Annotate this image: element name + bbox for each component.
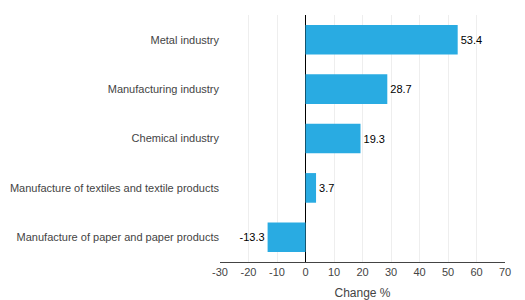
- svg-text:20: 20: [356, 266, 368, 278]
- svg-text:Manufacture of textiles and te: Manufacture of textiles and textile prod…: [10, 182, 220, 194]
- svg-text:53.4: 53.4: [461, 34, 482, 46]
- svg-text:-20: -20: [241, 266, 257, 278]
- svg-text:10: 10: [328, 266, 340, 278]
- svg-text:30: 30: [385, 266, 397, 278]
- svg-text:19.3: 19.3: [364, 133, 385, 145]
- svg-text:Manufacture of paper and paper: Manufacture of paper and paper products: [17, 231, 220, 243]
- svg-text:Change %: Change %: [334, 286, 390, 300]
- svg-text:-10: -10: [269, 266, 285, 278]
- svg-text:0: 0: [302, 266, 308, 278]
- svg-text:3.7: 3.7: [319, 182, 334, 194]
- svg-text:-13.3: -13.3: [240, 231, 265, 243]
- svg-text:40: 40: [413, 266, 425, 278]
- svg-text:-30: -30: [212, 266, 228, 278]
- svg-text:50: 50: [442, 266, 454, 278]
- svg-text:Chemical industry: Chemical industry: [132, 132, 220, 144]
- svg-text:28.7: 28.7: [390, 83, 411, 95]
- svg-text:60: 60: [470, 266, 482, 278]
- svg-text:Metal industry: Metal industry: [151, 34, 220, 46]
- svg-text:70: 70: [499, 266, 511, 278]
- svg-text:Manufacturing industry: Manufacturing industry: [108, 83, 220, 95]
